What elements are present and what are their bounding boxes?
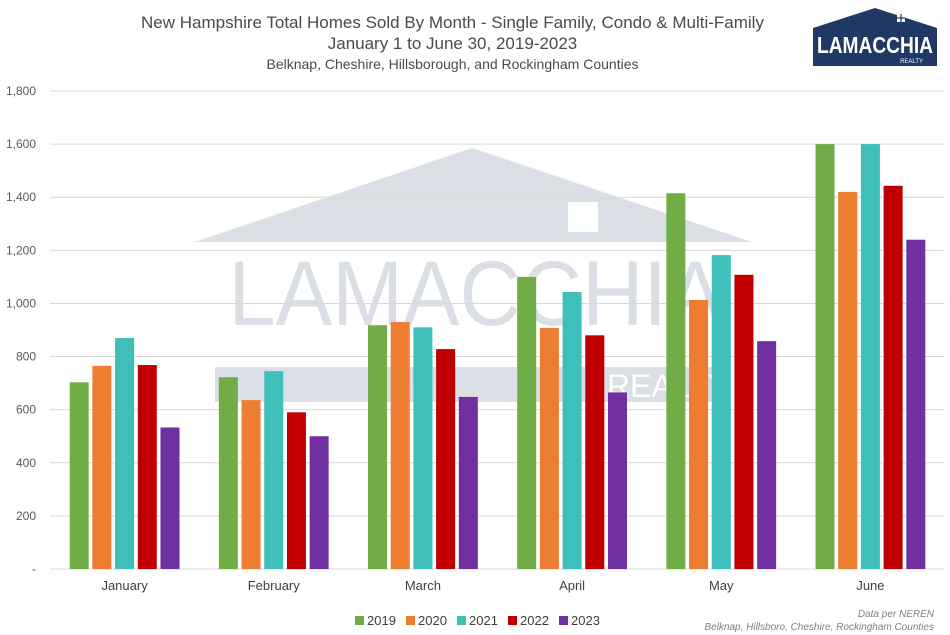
bar xyxy=(517,276,537,569)
bar xyxy=(757,341,777,569)
svg-text:REALTY: REALTY xyxy=(900,59,923,65)
credit-counties: Belknap, Hillsboro, Cheshire, Rockingham… xyxy=(704,622,934,633)
y-tick-label: 400 xyxy=(16,456,36,470)
y-tick-label: 1,800 xyxy=(6,84,36,98)
y-tick-label: - xyxy=(32,562,36,576)
bar xyxy=(436,349,456,569)
x-tick-label: January xyxy=(101,578,148,593)
legend-swatch xyxy=(508,616,517,625)
bar xyxy=(711,255,731,569)
chart-titles: New Hampshire Total Homes Sold By Month … xyxy=(0,12,905,73)
y-tick-label: 1,200 xyxy=(6,243,36,257)
legend-swatch xyxy=(355,616,364,625)
legend-label: 2021 xyxy=(469,613,498,628)
bar xyxy=(92,365,112,569)
x-tick-label: March xyxy=(405,578,441,593)
data-credit: Data per NEREN Belknap, Hillsboro, Chesh… xyxy=(704,608,934,634)
bar xyxy=(286,412,306,569)
legend-label: 2019 xyxy=(367,613,396,628)
y-tick-label: 1,600 xyxy=(6,137,36,151)
bar xyxy=(666,193,686,569)
bar xyxy=(309,436,329,569)
legend-swatch xyxy=(457,616,466,625)
x-tick-label: June xyxy=(856,578,884,593)
svg-text:LAMACCHIA: LAMACCHIA xyxy=(229,243,725,345)
bar xyxy=(137,365,157,569)
bar xyxy=(539,327,559,569)
x-tick-label: May xyxy=(709,578,734,593)
bar xyxy=(562,292,582,569)
y-tick-label: 1,400 xyxy=(6,190,36,204)
x-tick-label: February xyxy=(248,578,301,593)
svg-text:LAMACCHIA: LAMACCHIA xyxy=(817,32,933,58)
bar xyxy=(264,371,284,569)
chart-title: New Hampshire Total Homes Sold By Month … xyxy=(141,13,764,32)
bar xyxy=(860,144,880,569)
chart-subtitle: January 1 to June 30, 2019-2023 xyxy=(327,34,578,53)
bar xyxy=(734,274,754,569)
bar xyxy=(69,382,89,569)
bar xyxy=(390,322,410,569)
legend-swatch xyxy=(559,616,568,625)
bar xyxy=(458,396,478,569)
bar xyxy=(689,299,709,569)
bar xyxy=(413,327,433,569)
bar xyxy=(218,377,238,569)
bar xyxy=(585,335,605,569)
legend-label: 2023 xyxy=(571,613,600,628)
bar xyxy=(368,325,388,569)
bar xyxy=(906,239,926,569)
watermark-logo: LAMACCHIA REALTY xyxy=(195,148,752,404)
bar xyxy=(838,191,858,569)
bar xyxy=(607,392,627,569)
bar xyxy=(115,337,135,569)
legend-label: 2020 xyxy=(418,613,447,628)
bar xyxy=(883,185,903,569)
bar xyxy=(160,427,180,569)
y-tick-label: 800 xyxy=(16,350,36,364)
y-tick-label: 600 xyxy=(16,403,36,417)
y-tick-label: 1,000 xyxy=(6,296,36,310)
chart-subtitle-counties: Belknap, Cheshire, Hillsborough, and Roc… xyxy=(266,56,639,72)
bar xyxy=(241,400,261,569)
x-tick-label: April xyxy=(559,578,585,593)
bar xyxy=(815,144,835,569)
credit-source: Data per NEREN xyxy=(857,609,934,620)
y-tick-label: 200 xyxy=(16,509,36,523)
lamacchia-logo: LAMACCHIA REALTY xyxy=(813,8,937,66)
legend-swatch xyxy=(406,616,415,625)
legend-label: 2022 xyxy=(520,613,549,628)
